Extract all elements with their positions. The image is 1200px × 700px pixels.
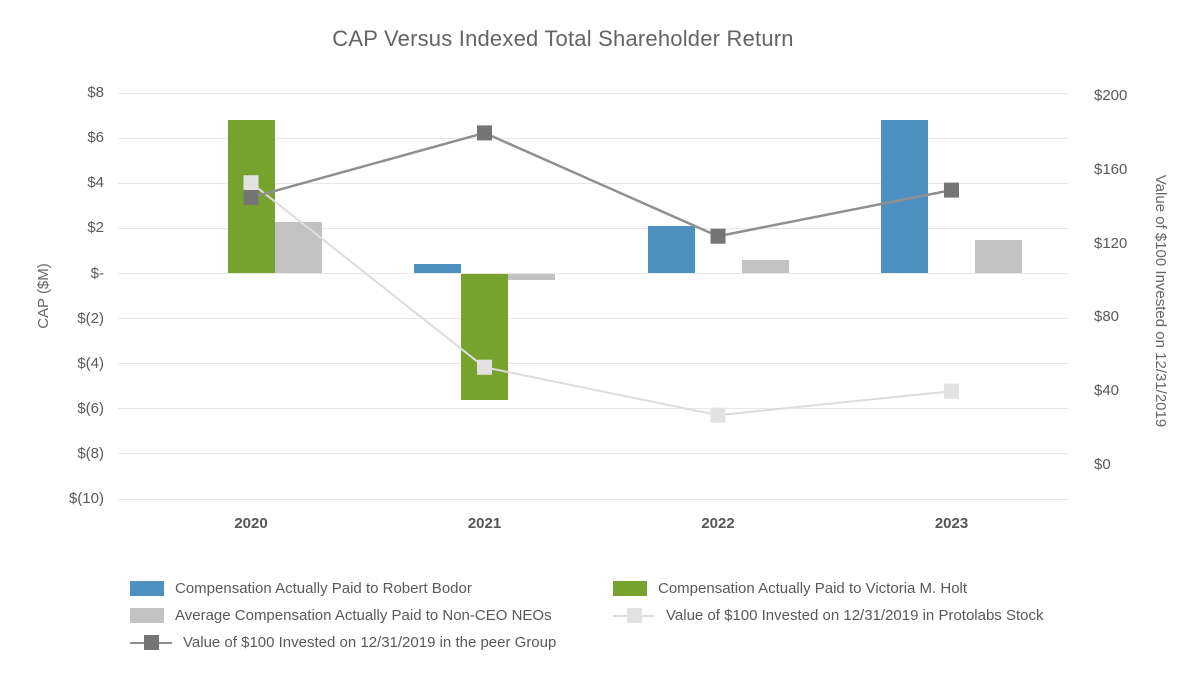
x-category-label: 2021 [467,515,502,532]
legend-bar-swatch-icon [130,608,164,623]
left-tick-label: $(8) [77,444,104,462]
right-tick-label: $120 [1094,234,1128,252]
bar [741,259,789,274]
line-marker [944,383,959,399]
gridline [118,318,1068,320]
left-tick-label: $(6) [77,399,104,417]
left-tick-label: $- [90,264,104,282]
legend-bar-swatch-icon [130,581,164,596]
left-tick-label: $6 [87,129,104,147]
right-tick-label: $0 [1094,456,1111,473]
bar [461,273,508,400]
legend-column: Compensation Actually Paid to Robert Bod… [130,575,556,656]
line-series [250,181,952,417]
left-tick-label: $(10) [68,490,104,507]
legend-label: Value of $100 Invested on 12/31/2019 in … [666,607,1044,624]
line-series [250,131,952,238]
legend-line-swatch-icon [613,608,655,623]
legend-line-swatch-icon [130,635,172,650]
gridline [118,363,1068,365]
x-category-label: 2023 [934,515,969,532]
left-tick-label: $(2) [77,309,104,327]
legend-item: Value of $100 Invested on 12/31/2019 in … [613,602,1044,629]
legend-label: Compensation Actually Paid to Robert Bod… [175,580,472,597]
chart-title: CAP Versus Indexed Total Shareholder Ret… [332,26,794,51]
right-tick-label: $80 [1094,308,1120,326]
legend-label: Average Compensation Actually Paid to No… [175,607,552,624]
right-tick-label: $200 [1094,87,1128,104]
legend-column: Compensation Actually Paid to Victoria M… [613,575,1044,629]
bar [414,264,461,274]
legend-item: Compensation Actually Paid to Robert Bod… [130,575,556,602]
legend-label: Compensation Actually Paid to Victoria M… [658,580,968,597]
gridline [118,92,1068,94]
left-tick-label: $4 [87,174,104,192]
bar [508,273,555,281]
legend-marker-icon [143,635,159,650]
right-tick-label: $40 [1094,382,1120,400]
x-category-label: 2020 [234,515,268,532]
bar [881,120,928,274]
legend-label: Value of $100 Invested on 12/31/2019 in … [183,634,557,651]
legend-item: Average Compensation Actually Paid to No… [130,602,556,629]
line-marker [710,228,726,244]
legend-item: Compensation Actually Paid to Victoria M… [613,575,1044,602]
line-marker [710,407,726,423]
line-marker [944,182,959,198]
legend-item: Value of $100 Invested on 12/31/2019 in … [130,629,556,656]
gridline [118,408,1068,410]
gridline [118,453,1068,455]
legend-bar-swatch-icon [613,581,647,596]
legend-marker-icon [626,608,642,623]
bar [975,239,1022,274]
bar [227,120,275,274]
left-tick-label: $8 [87,84,104,102]
left-tick-label: $(4) [77,354,104,372]
bar [647,226,695,274]
x-category-label: 2022 [701,515,735,532]
right-tick-label: $160 [1094,160,1128,178]
left-tick-label: $2 [87,219,104,237]
bar [274,221,322,274]
gridline [118,498,1068,500]
